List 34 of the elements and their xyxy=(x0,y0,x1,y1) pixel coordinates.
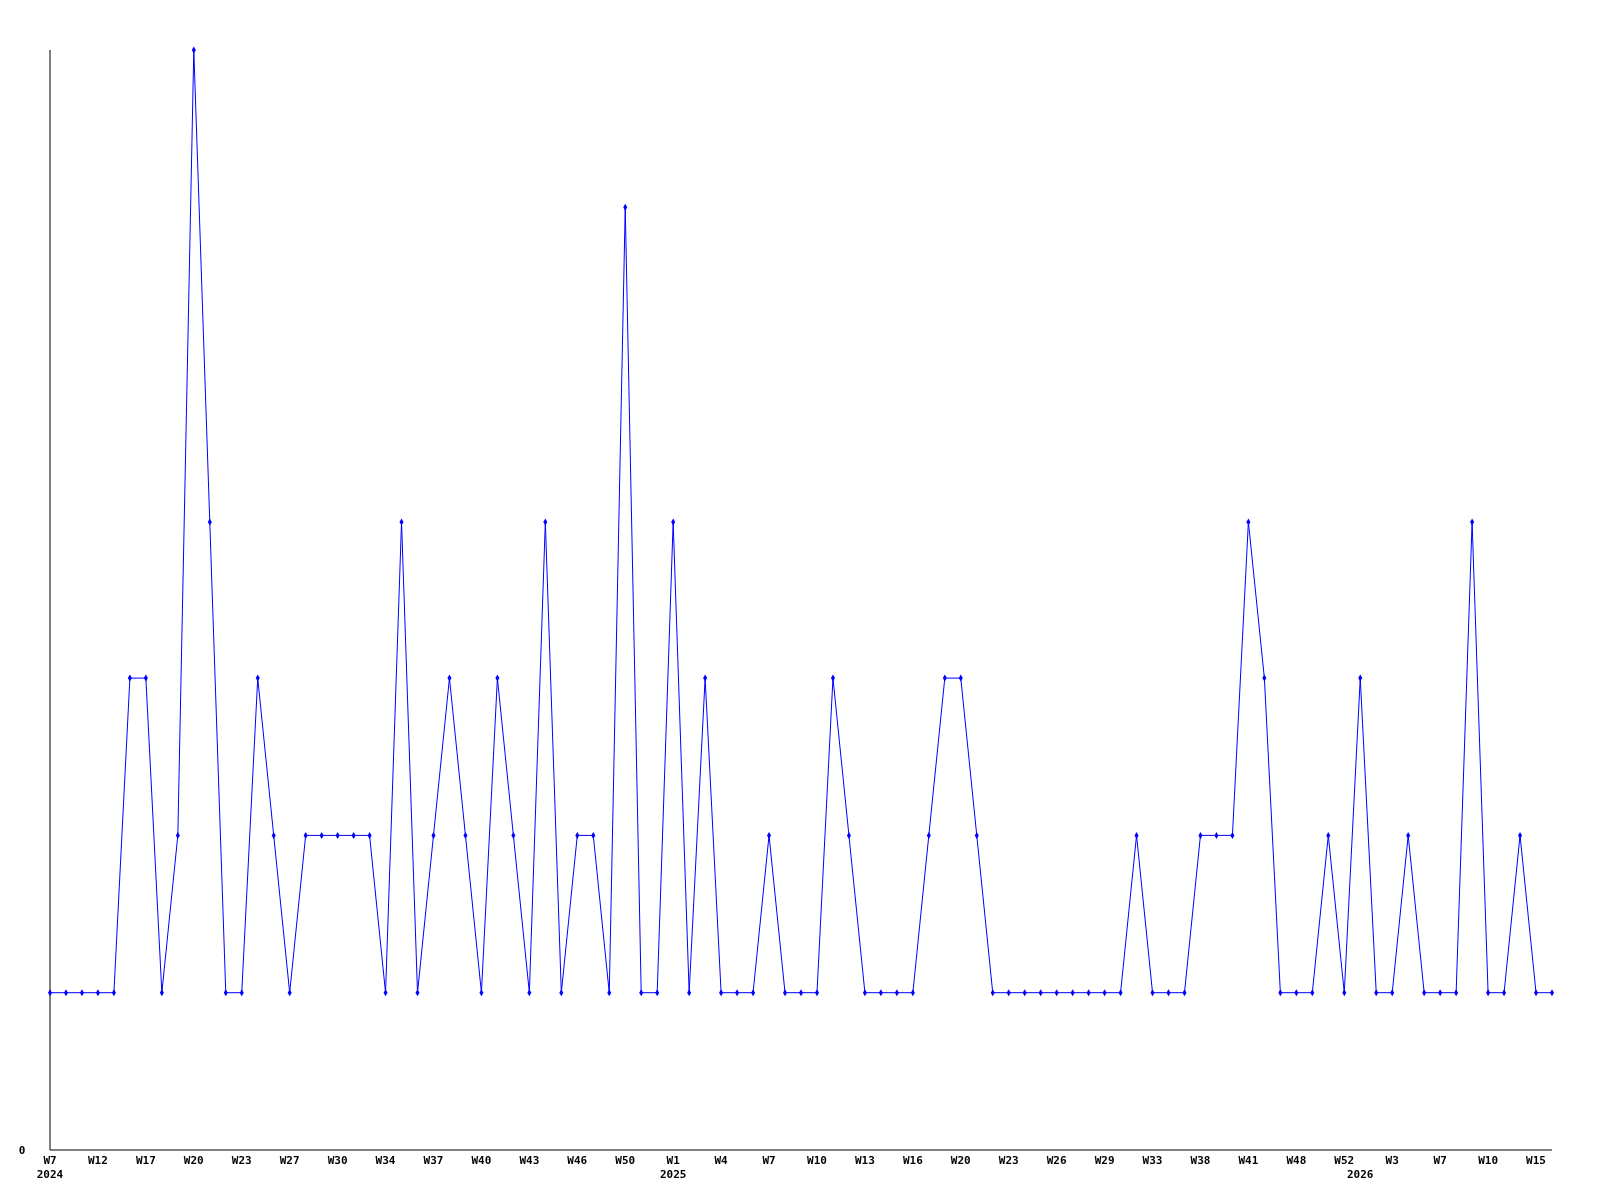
x-tick-label: W20 xyxy=(183,1154,204,1167)
x-tick-label: W33 xyxy=(1142,1154,1163,1167)
x-tick-label: W38 xyxy=(1190,1154,1211,1167)
x-tick-label: W48 xyxy=(1286,1154,1307,1167)
x-tick-label: W23 xyxy=(231,1154,252,1167)
text: 0 xyxy=(18,1144,26,1157)
x-tick-label: W34 xyxy=(375,1154,396,1167)
x-tick-label: W43 xyxy=(519,1154,540,1167)
x-tick-label: W1 2025 xyxy=(659,1154,687,1181)
x-tick-label: W27 xyxy=(279,1154,300,1167)
x-tick-label: W29 xyxy=(1094,1154,1115,1167)
x-tick-label: W13 xyxy=(854,1154,875,1167)
x-tick-label: W10 xyxy=(1478,1154,1499,1167)
x-tick-label: 2026 xyxy=(1347,1168,1374,1181)
x-tick-label: W16 xyxy=(902,1154,924,1167)
x-tick-label: W26 xyxy=(1046,1154,1067,1167)
x-tick-label: W46 xyxy=(567,1154,588,1167)
x-tick-label: W15 xyxy=(1526,1154,1546,1167)
x-tick-label: W40 xyxy=(471,1154,492,1167)
x-tick-label: W7 xyxy=(762,1154,776,1167)
x-tick-label: W52 xyxy=(1334,1154,1355,1167)
x-tick-label: W50 xyxy=(615,1154,636,1167)
x-tick-label: W17 xyxy=(135,1154,156,1167)
x-tick-label: W7 2024 xyxy=(36,1154,64,1181)
x-tick-label: W37 xyxy=(423,1154,444,1167)
x-tick-label: W20 xyxy=(950,1154,971,1167)
x-tick-label: W4 xyxy=(714,1154,729,1167)
x-tick-label: W10 xyxy=(807,1154,827,1167)
x-tick-label: W12 xyxy=(88,1154,108,1167)
x-tick-label: W30 xyxy=(327,1154,348,1167)
x-tick-label: W23 xyxy=(998,1154,1019,1167)
x-tick-label: W7 xyxy=(1433,1154,1447,1167)
x-tick-label: W3 xyxy=(1385,1154,1399,1167)
x-tick-label: W41 xyxy=(1238,1154,1259,1167)
